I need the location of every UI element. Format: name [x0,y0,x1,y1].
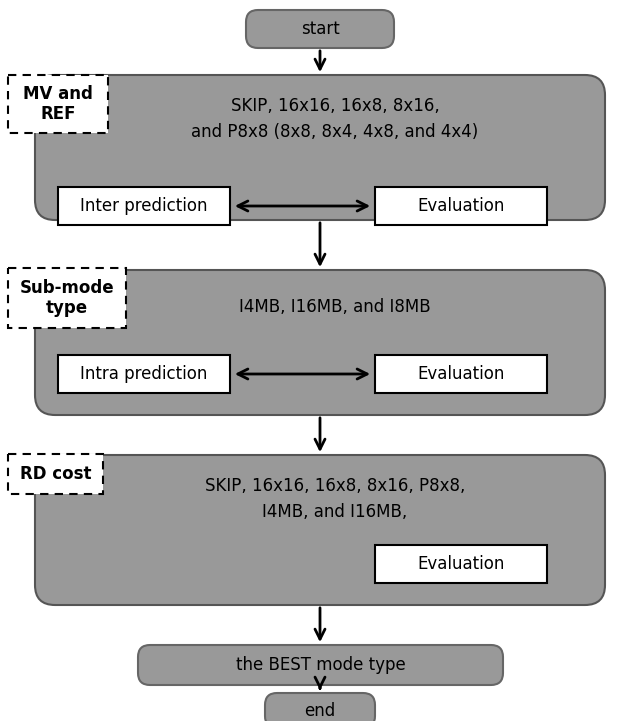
Bar [58,355,230,393]
FancyBboxPatch shape [138,645,503,685]
FancyBboxPatch shape [35,455,605,605]
Bar [375,545,547,583]
Text: SKIP, 16x16, 16x8, 8x16, P8x8,: SKIP, 16x16, 16x8, 8x16, P8x8, [205,477,465,495]
Bar [375,187,547,225]
Text: and P8x8 (8x8, 8x4, 4x8, and 4x4): and P8x8 (8x8, 8x4, 4x8, and 4x4) [192,123,479,141]
Text: start: start [301,20,339,38]
Text: RD cost: RD cost [20,465,91,483]
Text: I4MB, and I16MB,: I4MB, and I16MB, [262,503,408,521]
Text: Evaluation: Evaluation [417,365,504,383]
Text: Intra prediction: Intra prediction [80,365,208,383]
Text: I4MB, I16MB, and I8MB: I4MB, I16MB, and I8MB [239,298,431,316]
Text: MV and
REF: MV and REF [23,84,93,123]
Bar [8,268,126,328]
Text: SKIP, 16x16, 16x8, 8x16,: SKIP, 16x16, 16x8, 8x16, [231,97,439,115]
FancyBboxPatch shape [35,270,605,415]
Bar [8,454,103,494]
FancyBboxPatch shape [265,693,375,721]
Text: Inter prediction: Inter prediction [80,197,208,215]
Text: Sub-mode
type: Sub-mode type [20,278,114,317]
Text: end: end [304,702,336,720]
Text: the BEST mode type: the BEST mode type [236,656,405,674]
FancyBboxPatch shape [35,75,605,220]
Bar [375,355,547,393]
FancyBboxPatch shape [246,10,394,48]
Bar [58,187,230,225]
Text: Evaluation: Evaluation [417,197,504,215]
Text: Evaluation: Evaluation [417,555,504,573]
Bar [8,75,108,133]
